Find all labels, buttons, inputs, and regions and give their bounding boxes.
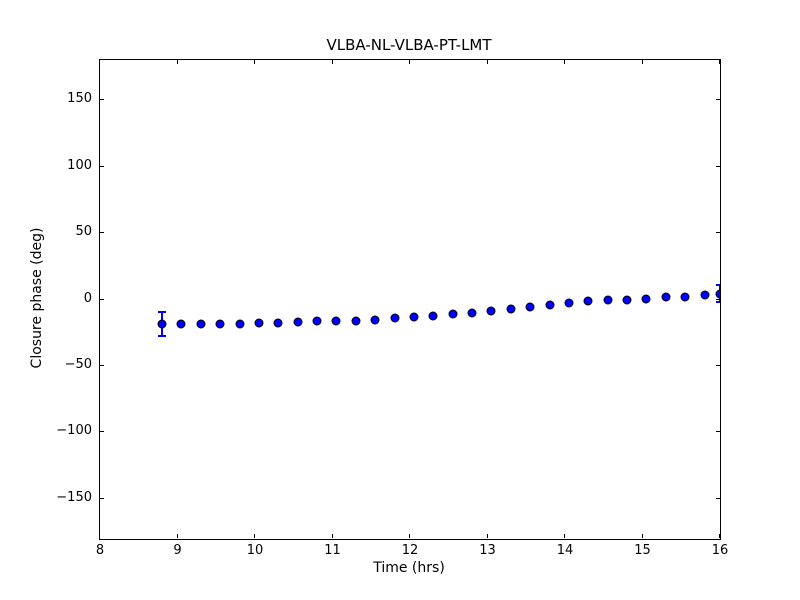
x-tick-label: 13 <box>479 543 496 558</box>
x-tick-bottom <box>486 534 488 538</box>
x-tick-bottom <box>409 534 410 538</box>
data-point <box>215 319 225 329</box>
error-bar-cap <box>158 310 166 313</box>
y-tick-left <box>100 232 104 234</box>
x-tick-label: 9 <box>173 543 182 558</box>
y-tick-right <box>716 497 720 499</box>
data-point <box>622 295 632 305</box>
x-tick-label: 15 <box>634 543 651 558</box>
data-point <box>176 319 186 329</box>
x-tick-top <box>331 60 333 64</box>
data-point <box>700 290 709 300</box>
y-tick-label: 0 <box>83 290 92 306</box>
x-tick-bottom <box>641 534 643 538</box>
data-point <box>273 318 283 328</box>
data-point <box>680 292 690 302</box>
x-tick-top <box>99 60 100 64</box>
error-bar-cap <box>158 334 166 337</box>
x-tick-label: 12 <box>401 543 419 558</box>
y-tick-label: −150 <box>56 489 92 505</box>
data-point <box>293 317 303 327</box>
x-tick-top <box>409 60 410 64</box>
x-tick-label: 10 <box>246 543 264 558</box>
x-axis-label: Time (hrs) <box>373 560 445 576</box>
y-tick-label: 50 <box>75 224 92 240</box>
x-tick-top <box>641 60 643 64</box>
y-tick-left <box>100 298 104 300</box>
x-tick-top <box>719 60 720 64</box>
x-tick-label: 8 <box>95 543 105 558</box>
data-point <box>428 311 438 321</box>
y-tick-right <box>716 298 720 300</box>
data-point <box>641 294 651 304</box>
data-point <box>486 306 496 316</box>
x-tick-top <box>486 60 488 64</box>
data-point <box>409 312 419 322</box>
data-point <box>351 316 361 326</box>
x-tick-bottom <box>564 534 565 538</box>
data-point <box>390 313 399 323</box>
plot-title: VLBA-NL-VLBA-PT-LMT <box>326 36 492 54</box>
error-bar-cap <box>716 301 720 304</box>
x-tick-bottom <box>176 534 178 538</box>
data-point <box>235 319 244 329</box>
plot-area <box>99 59 721 540</box>
y-tick-left <box>100 431 104 433</box>
data-point <box>583 296 593 306</box>
y-tick-right <box>716 165 720 167</box>
y-tick-label: −50 <box>64 356 92 372</box>
x-tick-bottom <box>719 534 720 538</box>
y-tick-label: −100 <box>56 423 92 439</box>
data-point <box>545 300 554 310</box>
data-point <box>506 304 516 314</box>
data-point <box>370 315 380 325</box>
y-tick-left <box>100 99 104 101</box>
data-point <box>603 295 613 305</box>
x-tick-top <box>564 60 565 64</box>
y-tick-right <box>716 99 720 101</box>
data-point <box>331 316 341 326</box>
x-tick-label: 16 <box>711 543 729 558</box>
y-tick-left <box>100 364 104 366</box>
y-axis-label: Closure phase (deg) <box>29 227 45 369</box>
y-tick-right <box>716 431 720 433</box>
data-point <box>525 302 535 312</box>
y-tick-label: 100 <box>67 157 92 173</box>
data-point <box>661 292 671 302</box>
data-point <box>467 308 477 318</box>
data-point <box>715 289 720 299</box>
y-tick-right <box>716 232 720 234</box>
x-tick-label: 11 <box>324 543 341 558</box>
x-tick-bottom <box>99 534 100 538</box>
data-point <box>312 316 322 326</box>
x-tick-top <box>176 60 178 64</box>
data-point <box>564 298 574 308</box>
data-point <box>196 319 206 329</box>
error-bar-cap <box>716 283 720 286</box>
y-tick-label: 150 <box>67 91 92 107</box>
x-tick-bottom <box>254 534 255 538</box>
data-point <box>448 309 458 319</box>
y-tick-right <box>716 364 720 366</box>
data-point <box>157 319 167 329</box>
x-tick-bottom <box>331 534 333 538</box>
x-tick-top <box>254 60 255 64</box>
data-point <box>254 318 264 328</box>
y-tick-left <box>100 165 104 167</box>
x-tick-label: 14 <box>556 543 574 558</box>
y-tick-left <box>100 497 104 499</box>
